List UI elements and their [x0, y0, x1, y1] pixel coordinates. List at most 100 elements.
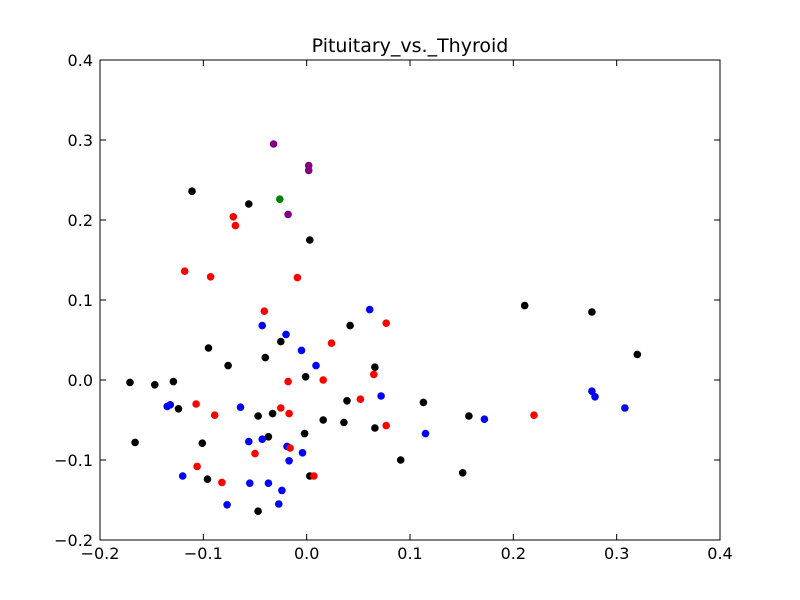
data-point [356, 395, 365, 404]
data-point [588, 387, 596, 396]
data-point [298, 449, 307, 457]
data-point [236, 403, 245, 412]
data-point [588, 308, 596, 316]
data-point [245, 200, 253, 208]
data-point [319, 416, 328, 424]
data-point [382, 421, 391, 430]
data-point [151, 381, 159, 389]
data-point [192, 400, 200, 408]
data-point [193, 462, 201, 471]
data-point [310, 472, 318, 480]
data-point [343, 397, 351, 405]
data-point [377, 392, 385, 400]
data-point [251, 449, 259, 458]
data-point [591, 393, 599, 401]
data-point [223, 501, 231, 509]
x-tick-label: 0.0 [294, 544, 319, 563]
data-point [224, 361, 232, 370]
data-point [285, 457, 293, 465]
data-point [304, 166, 313, 175]
data-point [419, 398, 428, 407]
data-point [261, 353, 270, 362]
data-point [319, 376, 328, 384]
data-point [520, 301, 529, 310]
x-tick-label: 0.4 [707, 544, 732, 563]
chart-title: Pituitary_vs._Thyroid [312, 35, 509, 57]
data-point [346, 321, 354, 330]
data-point [254, 412, 262, 420]
data-point [131, 438, 139, 447]
data-point [264, 479, 273, 488]
data-point [301, 373, 310, 381]
data-point [166, 401, 175, 409]
data-point [178, 472, 187, 480]
data-point [206, 273, 215, 281]
x-tick-label: 0.3 [604, 544, 629, 563]
data-point [621, 404, 629, 412]
data-point [284, 377, 292, 386]
data-point [382, 319, 391, 328]
data-point [269, 140, 278, 148]
y-tick-label: 0.4 [68, 51, 93, 70]
y-tick-label: −0.2 [54, 531, 93, 550]
data-point [218, 478, 226, 487]
data-point [246, 479, 254, 488]
data-point [126, 378, 134, 387]
data-point [198, 439, 207, 448]
data-point [396, 456, 405, 464]
data-point [169, 377, 178, 386]
data-point [245, 437, 253, 446]
data-point [188, 187, 196, 195]
data-point [293, 273, 302, 282]
data-point [371, 363, 379, 372]
data-point [421, 429, 430, 438]
data-point [229, 213, 238, 221]
data-point [258, 435, 267, 444]
data-point [174, 405, 183, 413]
data-point [275, 500, 283, 508]
data-point [285, 409, 293, 418]
y-tick-label: 0.0 [68, 371, 93, 390]
data-point [306, 236, 314, 244]
data-point [264, 433, 273, 441]
data-point [633, 350, 642, 359]
y-tick-label: 0.1 [68, 291, 93, 310]
data-point [276, 195, 284, 203]
data-point [370, 370, 378, 379]
data-point [530, 411, 538, 420]
data-point [340, 418, 348, 427]
data-point [371, 424, 379, 432]
data-point [282, 330, 290, 339]
data-point [278, 486, 286, 495]
data-point [465, 412, 473, 420]
data-point [300, 429, 309, 438]
data-point [180, 267, 189, 276]
data-point [327, 339, 336, 348]
data-point [204, 344, 213, 352]
data-point [260, 307, 269, 316]
y-tick-label: 0.2 [68, 211, 93, 230]
data-point [277, 404, 285, 412]
data-point [284, 210, 292, 219]
data-point [286, 444, 294, 452]
data-point [277, 337, 285, 346]
data-point [480, 415, 489, 424]
y-tick-label: 0.3 [68, 131, 93, 150]
data-point [231, 221, 240, 230]
x-tick-label: −0.1 [184, 544, 223, 563]
data-point [268, 409, 277, 418]
x-tick-label: 0.2 [501, 544, 526, 563]
data-point [297, 346, 306, 355]
data-point [254, 507, 262, 515]
data-point [258, 321, 267, 330]
data-point [312, 361, 320, 370]
y-tick-label: −0.1 [54, 451, 93, 470]
data-point [365, 305, 374, 314]
y-axis: −0.2 −0.1 0.0 0.1 0.2 0.3 0.4 [54, 51, 720, 550]
x-tick-label: 0.1 [397, 544, 422, 563]
points-layer [126, 140, 642, 515]
data-point [203, 475, 212, 484]
x-tick-label: −0.2 [81, 544, 120, 563]
